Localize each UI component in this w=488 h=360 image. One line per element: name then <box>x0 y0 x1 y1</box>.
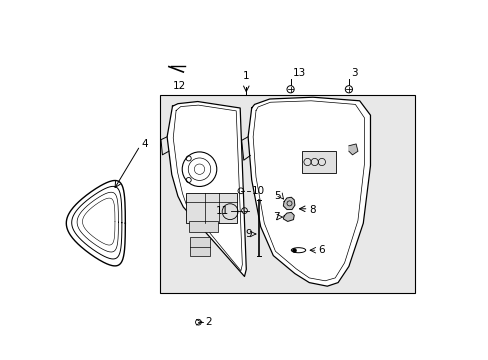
Text: 7: 7 <box>272 212 279 222</box>
Polygon shape <box>283 212 294 221</box>
Text: 10: 10 <box>251 186 264 196</box>
Bar <box>160 95 415 293</box>
Text: 8: 8 <box>309 204 315 215</box>
Text: 1: 1 <box>243 71 249 81</box>
Bar <box>186 193 236 223</box>
Polygon shape <box>283 197 294 210</box>
Bar <box>190 237 210 256</box>
Bar <box>302 151 336 173</box>
Polygon shape <box>247 97 370 286</box>
Bar <box>188 221 217 232</box>
Polygon shape <box>167 102 246 276</box>
Text: 3: 3 <box>351 68 357 78</box>
Text: 11: 11 <box>216 206 229 216</box>
Text: 2: 2 <box>204 317 211 327</box>
Text: 4: 4 <box>142 139 148 149</box>
Text: 9: 9 <box>244 229 251 239</box>
Text: 13: 13 <box>292 68 305 78</box>
Polygon shape <box>348 144 357 155</box>
Text: 12: 12 <box>173 81 186 91</box>
Text: 6: 6 <box>318 245 324 255</box>
Text: 5: 5 <box>273 191 280 201</box>
